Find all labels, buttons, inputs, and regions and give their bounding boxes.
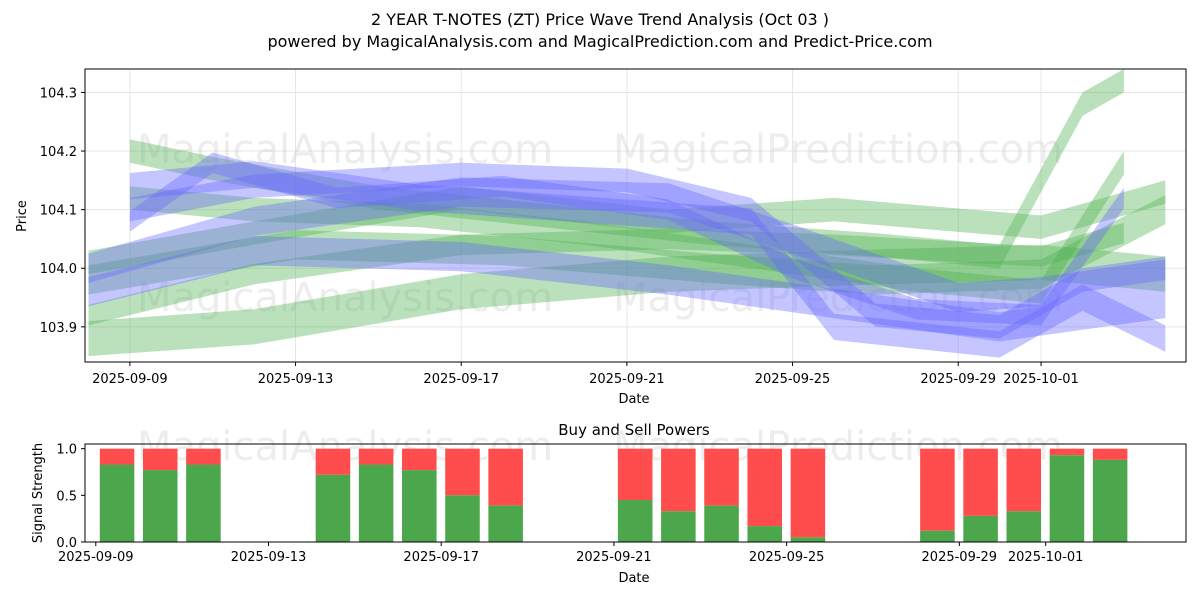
green-wave-band-0 [88,180,1166,275]
sell-power-bar [402,448,437,471]
price-x-tick-label: 2025-09-21 [589,372,665,387]
green-wave-band-1 [88,222,1124,326]
price-x-tick-label: 2025-09-25 [755,372,831,387]
green-wave-band-2 [88,244,1166,357]
watermark-analysis-mid: MagicalAnalysis.com [137,275,553,321]
price-watermarks: MagicalAnalysis.com MagicalPrediction.co… [137,127,1063,321]
sell-power-bar [488,448,523,506]
price-y-tick-label: 104.2 [40,145,77,160]
sell-power-bar [142,448,178,471]
price-x-ticks: 2025-09-09 2025-09-13 2025-09-17 2025-09-21… [92,362,1079,387]
price-panel: MagicalAnalysis.com MagicalPrediction.co… [15,68,1187,407]
signal-y-tick-label: 0.5 [56,489,77,504]
buy-power-bar [1006,511,1042,542]
blue-wave-band-8 [88,236,1166,342]
signal-y-tick-label: 1.0 [56,443,77,458]
buy-power-bar [661,511,696,542]
buy-power-bar [488,505,523,542]
price-y-tick-label: 104.1 [40,204,77,219]
signal-x-ticks: 2025-09-09 2025-09-13 2025-09-17 2025-09-21… [58,542,1083,565]
chart-title: 2 YEAR T-NOTES (ZT) Price Wave Trend Ana… [371,10,829,29]
blue-wave-band-6 [88,177,1166,313]
price-x-tick-label: 2025-09-29 [920,372,996,387]
chart-subtitle: powered by MagicalAnalysis.com and Magic… [267,32,932,51]
buy-power-bar [963,515,998,542]
sell-power-bar [358,448,394,465]
sell-power-bar [617,448,653,500]
signal-y-tick-label: 0.0 [56,536,77,551]
signal-y-ticks: 0.0 0.5 1.0 [56,443,85,551]
price-y-tick-label: 104.0 [40,262,77,277]
signal-bars [99,448,1128,542]
sell-power-bar [445,448,480,496]
price-wave-bands [88,69,1166,358]
sell-power-bar [1006,448,1042,512]
sell-power-bar [99,448,135,465]
buy-power-bar [1049,455,1085,542]
buy-power-bar [99,464,135,542]
blue-wave-band-10 [129,152,1124,326]
signal-x-tick-label: 2025-09-21 [576,550,652,565]
price-x-tick-label: 2025-09-17 [423,372,499,387]
sell-power-bar [790,448,826,538]
blue-wave-band-7 [129,162,1166,339]
sell-power-bar [747,448,782,527]
price-axes-frame [84,68,1187,363]
sell-power-bar [920,448,955,531]
signal-x-tick-label: 2025-09-25 [749,550,825,565]
watermark-analysis-top: MagicalAnalysis.com [137,127,553,173]
buy-power-bar [704,505,739,542]
watermark-prediction-top: MagicalPrediction.com [613,127,1063,173]
blue-wave-band-9 [129,161,1166,358]
price-y-axis-label: Price [15,200,30,232]
signal-y-axis-label: Signal Strength [31,443,46,543]
buy-power-bar [790,537,826,542]
green-wave-band-4 [129,151,1124,304]
buy-power-bar [186,464,221,542]
signal-x-tick-label: 2025-09-17 [403,550,479,565]
price-x-tick-label: 2025-09-09 [92,372,168,387]
signal-x-tick-label: 2025-09-13 [231,550,307,565]
signal-x-tick-label: 2025-09-29 [922,550,998,565]
price-y-ticks: 103.9 104.0 104.1 104.2 104.3 [40,86,85,336]
signal-axes-frame [84,443,1187,543]
green-wave-band-5 [88,195,1166,295]
price-x-tick-label: 2025-10-01 [1003,372,1079,387]
sell-power-bar [704,448,739,506]
signal-panel: Buy and Sell Powers MagicalAnalysis.com … [31,421,1187,586]
sell-power-bar [1092,448,1128,460]
price-y-tick-label: 103.9 [40,321,77,336]
signal-x-tick-label: 2025-10-01 [1008,550,1084,565]
price-x-tick-label: 2025-09-13 [258,372,334,387]
price-x-axis-label: Date [618,392,649,407]
buy-power-bar [747,526,782,542]
buy-power-bar [1092,459,1128,542]
signal-panel-title: Buy and Sell Powers [558,421,710,439]
signal-x-axis-label: Date [618,571,649,586]
buy-power-bar [617,500,653,542]
green-wave-band-3 [129,69,1124,269]
buy-power-bar [402,470,437,542]
buy-power-bar [358,464,394,542]
watermark-prediction-mid: MagicalPrediction.com [613,275,1063,321]
sell-power-bar [1049,448,1085,456]
price-grid [85,69,1186,362]
sell-power-bar [661,448,696,512]
price-y-tick-label: 104.3 [40,86,77,101]
buy-power-bar [315,474,351,542]
sell-power-bar [963,448,998,516]
buy-power-bar [142,470,178,542]
signal-x-tick-label: 2025-09-09 [58,550,134,565]
sell-power-bar [315,448,351,475]
buy-power-bar [445,495,480,542]
sell-power-bar [186,448,221,465]
buy-power-bar [920,530,955,542]
